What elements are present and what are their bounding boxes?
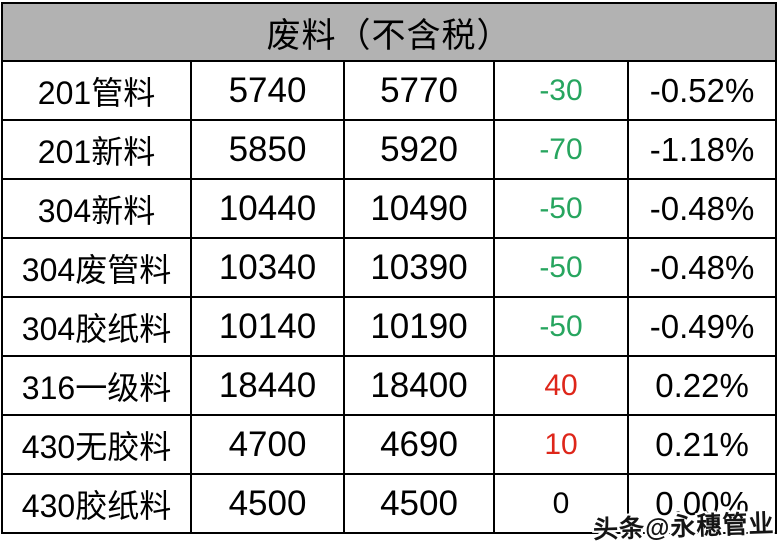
price-today: 4500 bbox=[190, 473, 345, 534]
material-name: 304胶纸料 bbox=[1, 296, 192, 357]
price-previous: 10190 bbox=[343, 296, 495, 357]
material-name: 430胶纸料 bbox=[1, 473, 192, 534]
price-today: 5850 bbox=[190, 119, 345, 180]
toutiao-watermark: 头条@永穗管业 bbox=[592, 509, 775, 545]
price-change: 10 bbox=[493, 414, 629, 475]
price-change: -30 bbox=[493, 60, 629, 121]
price-change: 0 bbox=[493, 473, 629, 534]
price-change-pct: 0.22% bbox=[626, 355, 777, 416]
price-table: 废料（不含税） 201管料 5740 5770 -30 -0.52% 201新料… bbox=[0, 2, 777, 534]
price-previous: 18400 bbox=[343, 355, 495, 416]
table-row: 201新料 5850 5920 -70 -1.18% bbox=[1, 119, 777, 180]
table-header-row: 废料（不含税） bbox=[0, 2, 777, 62]
price-change-pct: -0.49% bbox=[626, 296, 777, 357]
table-row: 201管料 5740 5770 -30 -0.52% bbox=[1, 60, 777, 121]
price-change-pct: -0.52% bbox=[626, 60, 777, 121]
price-change: 40 bbox=[493, 355, 629, 416]
table-row: 430无胶料 4700 4690 10 0.21% bbox=[1, 414, 777, 475]
price-previous: 10490 bbox=[343, 178, 495, 239]
price-previous: 5770 bbox=[343, 60, 495, 121]
price-today: 10140 bbox=[190, 296, 345, 357]
table-row: 304废管料 10340 10390 -50 -0.48% bbox=[1, 237, 777, 298]
price-change-pct: 0.21% bbox=[626, 414, 777, 475]
material-name: 304新料 bbox=[1, 178, 192, 239]
price-today: 18440 bbox=[190, 355, 345, 416]
table-row: 316一级料 18440 18400 40 0.22% bbox=[1, 355, 777, 416]
material-name: 201新料 bbox=[1, 119, 192, 180]
price-change-pct: -1.18% bbox=[626, 119, 777, 180]
price-today: 10440 bbox=[190, 178, 345, 239]
table-row: 304胶纸料 10140 10190 -50 -0.49% bbox=[1, 296, 777, 357]
table-row: 430胶纸料 4500 4500 0 0.00% bbox=[1, 473, 777, 534]
price-change: -50 bbox=[493, 296, 629, 357]
price-change: -50 bbox=[493, 178, 629, 239]
material-name: 201管料 bbox=[1, 60, 192, 121]
price-change: -70 bbox=[493, 119, 629, 180]
price-today: 10340 bbox=[190, 237, 345, 298]
price-change: -50 bbox=[493, 237, 629, 298]
price-change-pct: -0.48% bbox=[626, 178, 777, 239]
price-previous: 5920 bbox=[343, 119, 495, 180]
material-name: 304废管料 bbox=[1, 237, 192, 298]
price-today: 4700 bbox=[190, 414, 345, 475]
price-previous: 4690 bbox=[343, 414, 495, 475]
price-previous: 10390 bbox=[343, 237, 495, 298]
material-name: 430无胶料 bbox=[1, 414, 192, 475]
price-today: 5740 bbox=[190, 60, 345, 121]
price-previous: 4500 bbox=[343, 473, 495, 534]
table-row: 304新料 10440 10490 -50 -0.48% bbox=[1, 178, 777, 239]
price-change-pct: 0.00% bbox=[626, 473, 777, 534]
material-name: 316一级料 bbox=[1, 355, 192, 416]
table-title: 废料（不含税） bbox=[0, 2, 777, 62]
price-change-pct: -0.48% bbox=[626, 237, 777, 298]
